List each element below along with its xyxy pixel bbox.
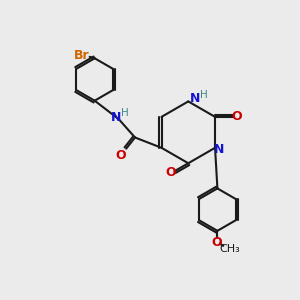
Text: CH₃: CH₃ bbox=[219, 244, 240, 254]
Text: H: H bbox=[121, 108, 129, 118]
Text: H: H bbox=[200, 90, 208, 100]
Text: Br: Br bbox=[74, 49, 89, 62]
Text: O: O bbox=[116, 149, 127, 162]
Text: N: N bbox=[190, 92, 200, 105]
Text: O: O bbox=[165, 166, 176, 178]
Text: N: N bbox=[111, 111, 121, 124]
Text: O: O bbox=[231, 110, 242, 123]
Text: O: O bbox=[212, 236, 222, 248]
Text: N: N bbox=[213, 143, 224, 156]
